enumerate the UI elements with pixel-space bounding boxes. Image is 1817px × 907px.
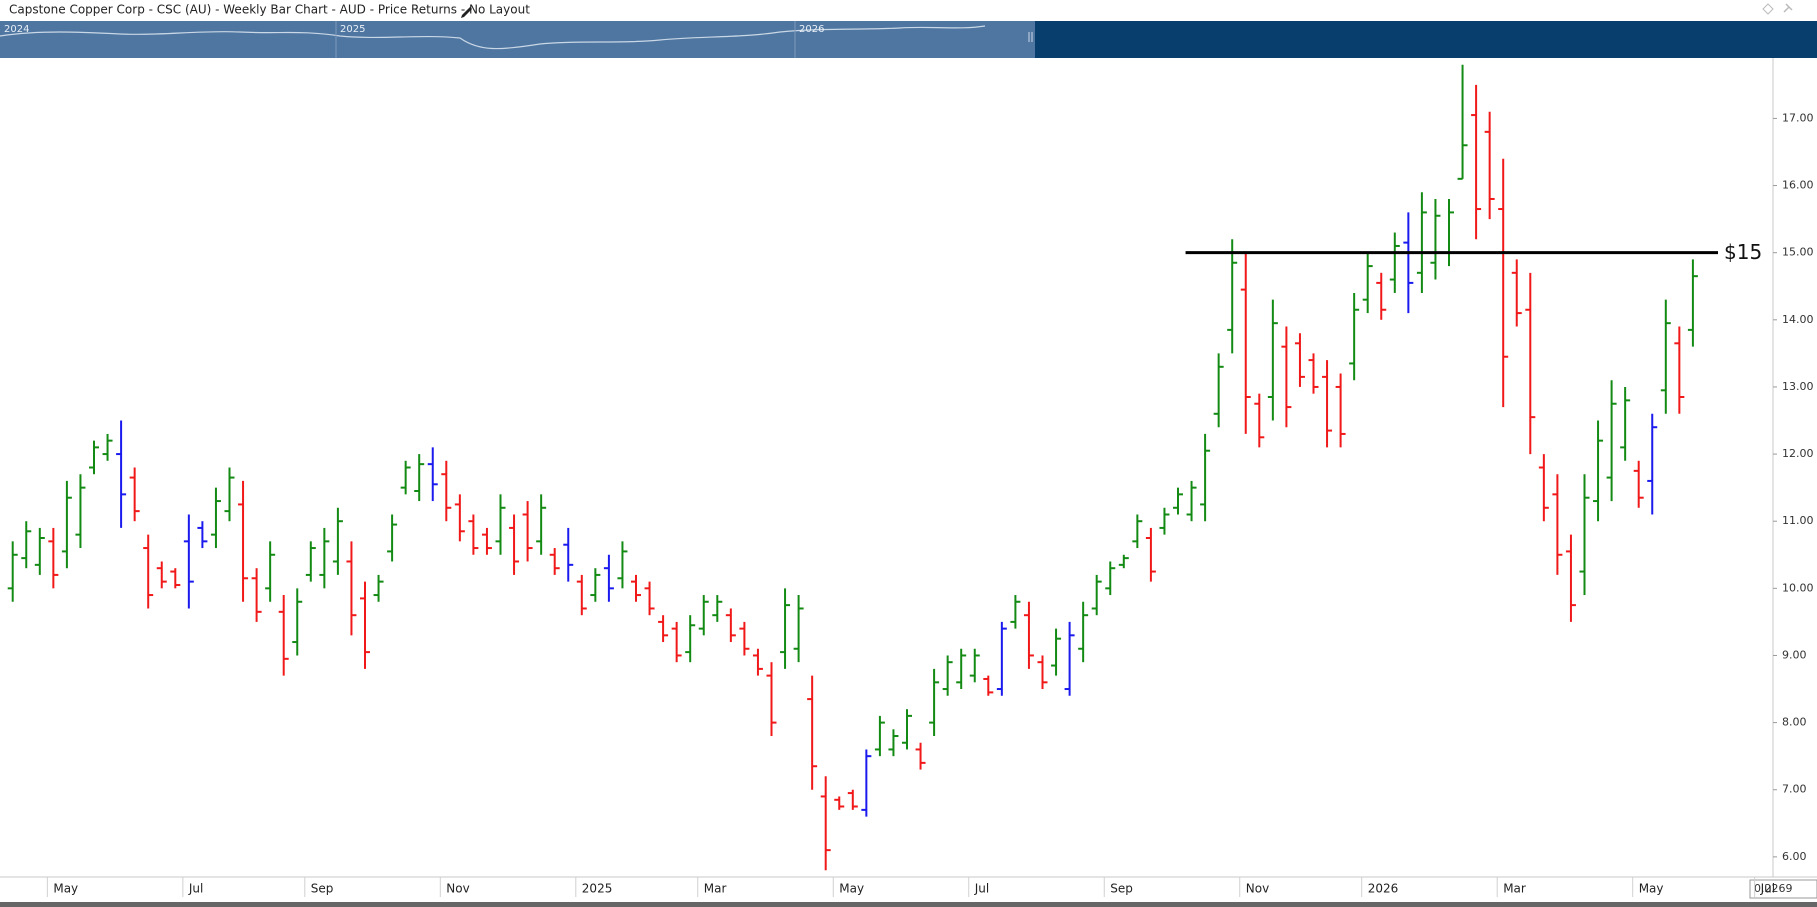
x-tick-label: May [1639,882,1664,896]
x-tick-label: Jul [1760,882,1775,896]
edit-icon[interactable] [461,7,472,18]
y-tick-label: 9.00 [1782,648,1807,661]
y-tick-label: 17.00 [1782,111,1814,124]
level-label: $15 [1724,240,1762,264]
corner-box [1749,879,1817,899]
pin-icon[interactable] [1783,3,1793,13]
y-tick-label: 6.00 [1782,850,1807,863]
x-tick-label: May [53,882,78,896]
navigator-outside[interactable] [1035,21,1817,58]
chart-title: Capstone Copper Corp - CSC (AU) - Weekly… [9,3,530,17]
navigator-label: 2024 [4,24,29,35]
x-tick-label: Jul [974,882,989,896]
x-tick-label: May [839,882,864,896]
x-tick-label: 2025 [582,882,613,896]
x-tick-label: Jul [188,882,203,896]
corner-label: 0.2269 [1754,882,1793,895]
navigator-line [0,25,986,50]
y-tick-label: 15.00 [1782,246,1814,259]
y-tick-label: 16.00 [1782,179,1814,192]
y-tick-label: 7.00 [1782,783,1807,796]
bottom-strip [0,902,1817,907]
x-tick-label: Mar [1503,882,1526,896]
x-tick-label: 2026 [1368,882,1399,896]
x-tick-label: Mar [704,882,727,896]
y-tick-label: 12.00 [1782,447,1814,460]
y-tick-label: 14.00 [1782,313,1814,326]
navigator-label: 2026 [799,24,824,35]
x-tick-label: Nov [446,882,469,896]
x-tick-label: Sep [1110,882,1133,896]
y-tick-label: 11.00 [1782,514,1814,527]
x-tick-label: Nov [1246,882,1269,896]
diamond-icon[interactable] [1762,3,1774,15]
navigator-window[interactable] [0,21,1035,58]
x-tick-label: Sep [311,882,334,896]
navigator-label: 2025 [340,24,365,35]
y-tick-label: 13.00 [1782,380,1814,393]
y-tick-label: 8.00 [1782,716,1807,729]
y-tick-label: 10.00 [1782,581,1814,594]
